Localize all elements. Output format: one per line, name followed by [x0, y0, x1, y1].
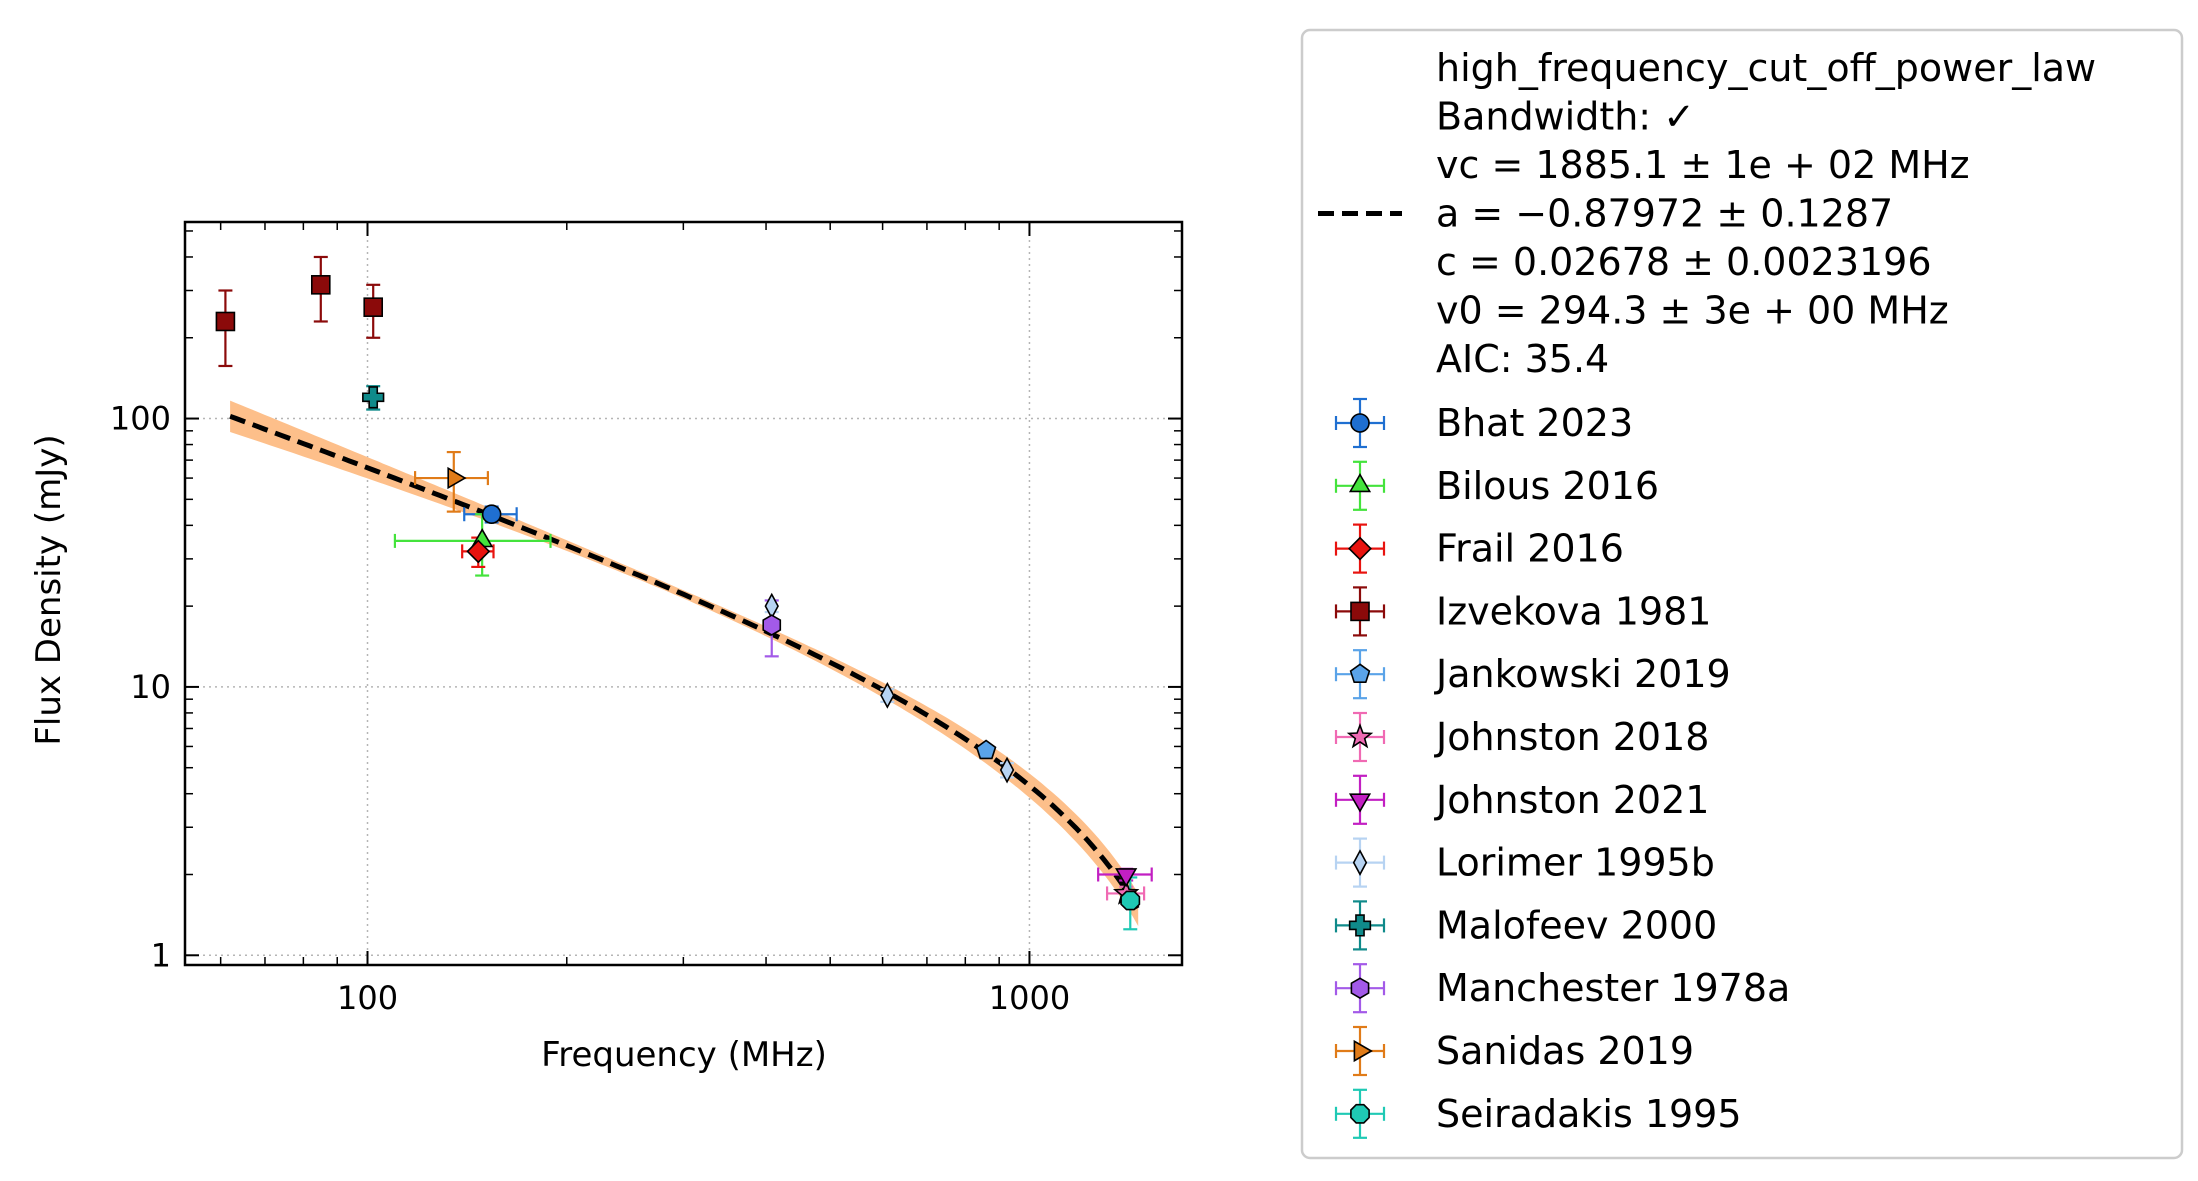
fit-line-layer — [229, 413, 1141, 912]
legend-label: Malofeev 2000 — [1436, 903, 1717, 947]
legend-marker-lorimer-1995b — [1352, 849, 1368, 876]
axes-frame: 100 1000 1 10 100 — [110, 220, 1184, 1017]
x-axis-label: Frequency (MHz) — [541, 1035, 827, 1075]
legend-label: Johnston 2018 — [1434, 715, 1709, 759]
fit-uncertainty-band — [230, 400, 1139, 927]
x-tick-label: 1000 — [989, 979, 1070, 1017]
data-point-izvekova-1981 — [363, 297, 384, 317]
legend-fit-text: high_frequency_cut_off_power_law — [1436, 46, 2096, 90]
y-axis-label: Flux Density (mJy) — [29, 434, 69, 745]
legend-marker-jankowski-2019 — [1349, 663, 1371, 684]
legend-fit-text: Bandwidth: ✓ — [1436, 95, 1695, 139]
legend-label: Johnston 2021 — [1434, 778, 1709, 822]
legend-label: Frail 2016 — [1436, 527, 1624, 571]
legend-entry-lorimer-1995b: Lorimer 1995b — [1334, 837, 1715, 888]
data-point-jankowski-2019 — [975, 739, 997, 760]
legend-label: Sanidas 2019 — [1436, 1029, 1694, 1073]
legend-marker-manchester-1978a — [1350, 977, 1370, 1000]
legend: high_frequency_cut_off_power_law Bandwidt… — [1300, 28, 2184, 1160]
axis-labels: Frequency (MHz) Flux Density (mJy) — [29, 434, 827, 1075]
legend-entry-johnston-2018: Johnston 2018 — [1334, 711, 1709, 763]
y-tick-label: 1 — [151, 936, 171, 974]
legend-label: Seiradakis 1995 — [1436, 1092, 1742, 1136]
data-point-manchester-1978a — [762, 614, 782, 636]
legend-label: Bilous 2016 — [1436, 464, 1659, 508]
data-point-johnston-2021 — [1115, 868, 1138, 888]
fit-band-layer — [230, 400, 1139, 927]
legend-marker-johnston-2018 — [1346, 723, 1374, 749]
legend-marker-seiradakis-1995 — [1350, 1103, 1370, 1124]
legend-entry-frail-2016: Frail 2016 — [1334, 523, 1624, 574]
legend-marker-malofeev-2000 — [1348, 914, 1372, 937]
legend-label: Izvekova 1981 — [1436, 589, 1711, 633]
legend-marker-frail-2016 — [1348, 536, 1372, 561]
y-tick-label: 100 — [110, 400, 171, 438]
grid-lines — [185, 222, 1182, 965]
y-tick-label: 10 — [130, 668, 171, 706]
legend-fit-text: AIC: 35.4 — [1436, 337, 1609, 381]
data-point-frail-2016 — [466, 539, 491, 564]
legend-fit-text: v0 = 294.3 ± 3e + 00 MHz — [1436, 289, 1949, 333]
legend-fit-text: a = −0.87972 ± 0.1287 — [1436, 192, 1893, 236]
legend-label: Jankowski 2019 — [1434, 652, 1731, 696]
data-point-izvekova-1981 — [215, 311, 236, 332]
legend-marker-bhat-2023 — [1350, 413, 1370, 433]
data-point-seiradakis-1995 — [1120, 890, 1141, 911]
data-point-lorimer-1995b — [999, 756, 1015, 784]
legend-fit-text: c = 0.02678 ± 0.0023196 — [1436, 240, 1932, 284]
legend-label: Lorimer 1995b — [1436, 841, 1715, 885]
legend-entry-sanidas-2019: Sanidas 2019 — [1334, 1025, 1694, 1077]
legend-entry-jankowski-2019: Jankowski 2019 — [1334, 649, 1731, 700]
legend-entry-izvekova-1981: Izvekova 1981 — [1334, 586, 1711, 637]
fit-line — [229, 413, 1141, 912]
legend-marker-izvekova-1981 — [1350, 601, 1370, 622]
data-point-lorimer-1995b — [880, 681, 895, 709]
legend-label: Manchester 1978a — [1436, 966, 1790, 1010]
legend-marker-bilous-2016 — [1348, 473, 1372, 493]
legend-marker-johnston-2021 — [1348, 793, 1372, 813]
legend-entry-seiradakis-1995: Seiradakis 1995 — [1334, 1088, 1742, 1139]
legend-entry-manchester-1978a: Manchester 1978a — [1334, 963, 1790, 1014]
legend-entry-malofeev-2000: Malofeev 2000 — [1334, 900, 1717, 951]
data-point-izvekova-1981 — [310, 275, 331, 295]
data-point-malofeev-2000 — [362, 386, 385, 409]
marker-layer — [215, 275, 1141, 911]
legend-entry-johnston-2021: Johnston 2021 — [1334, 774, 1709, 825]
data-point-bhat-2023 — [481, 504, 502, 525]
errorbar-bilous-2016 — [393, 513, 552, 577]
legend-entry-bilous-2016: Bilous 2016 — [1334, 460, 1659, 511]
legend-marker-sanidas-2019 — [1353, 1039, 1373, 1063]
data-point-sanidas-2019 — [447, 466, 467, 490]
legend-entry-bhat-2023: Bhat 2023 — [1334, 397, 1633, 449]
legend-label: Bhat 2023 — [1436, 401, 1633, 445]
legend-fit-text: vc = 1885.1 ± 1e + 02 MHz — [1436, 143, 1970, 187]
legend-box — [1300, 28, 2184, 1160]
x-tick-label: 100 — [337, 979, 398, 1017]
